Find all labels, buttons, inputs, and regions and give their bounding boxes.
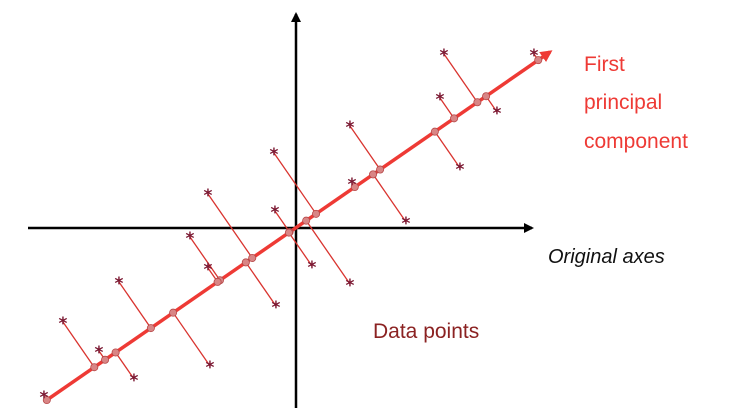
projected-point [90, 363, 99, 372]
projected-point [302, 216, 311, 225]
principal-component-label-line1: First [584, 53, 625, 76]
projection-segment [288, 232, 313, 267]
projected-point [312, 209, 321, 218]
projected-point [213, 277, 222, 286]
data-point-marker: * [270, 145, 279, 165]
principal-component-label-line3: component [584, 130, 688, 153]
projected-point [42, 396, 51, 405]
projected-point [482, 92, 491, 101]
data-point-marker: * [456, 160, 465, 180]
data-point-marker: * [272, 298, 281, 318]
data-point-marker: * [530, 46, 539, 66]
projection-segment [372, 174, 407, 223]
principal-component-line [43, 50, 553, 404]
projected-point [376, 165, 385, 174]
data-point-marker: * [346, 118, 355, 138]
data-point-marker: * [348, 175, 357, 195]
projected-point [241, 258, 250, 267]
data-point-marker: * [40, 388, 49, 408]
data-point-marker: * [402, 214, 411, 234]
data-point-marker: * [308, 258, 317, 278]
data-points: * * * * * * * * * * * * * * * * * * * * * * [40, 46, 539, 408]
projection-segment [245, 262, 277, 307]
projection-segment [172, 312, 211, 367]
projected-point [350, 183, 359, 192]
data-point-marker: * [59, 314, 68, 334]
projected-point [146, 324, 155, 333]
projection-segment [274, 210, 291, 233]
data-point-marker: * [204, 186, 213, 206]
projection-segment [189, 236, 221, 281]
projected-point [534, 56, 543, 65]
data-point-marker: * [436, 90, 445, 110]
projected-point [284, 228, 293, 237]
data-point-marker: * [493, 104, 502, 124]
projected-point [248, 253, 257, 262]
data-points-label: Data points [373, 320, 479, 343]
projected-points [42, 56, 543, 405]
projection-segment [273, 152, 317, 215]
principal-component-label-line2: principal [584, 91, 662, 114]
projection-segment [305, 220, 351, 285]
projected-point [473, 98, 482, 107]
projection-segment [439, 97, 455, 119]
projection-segment [349, 125, 381, 170]
projection-segment [434, 131, 461, 169]
data-point-marker: * [271, 203, 280, 223]
data-point-marker: * [206, 358, 215, 378]
projected-point [430, 127, 439, 136]
projection-lines [43, 53, 539, 401]
projected-point [369, 170, 378, 179]
data-point-marker: * [130, 371, 139, 391]
data-point-marker: * [95, 343, 104, 363]
projection-segment [62, 321, 95, 368]
projection-segment [207, 193, 253, 259]
data-point-marker: * [204, 260, 213, 280]
projected-point [111, 348, 120, 357]
projection-segment [115, 352, 135, 380]
data-point-marker: * [186, 229, 195, 249]
data-point-marker: * [346, 276, 355, 296]
projected-point [450, 114, 459, 123]
data-point-marker: * [115, 274, 124, 294]
projected-point [169, 308, 178, 317]
projection-segment [443, 53, 478, 103]
original-axes-label: Original axes [548, 246, 665, 268]
projected-point [101, 355, 110, 364]
projection-segment [118, 281, 152, 329]
data-point-marker: * [440, 46, 449, 66]
